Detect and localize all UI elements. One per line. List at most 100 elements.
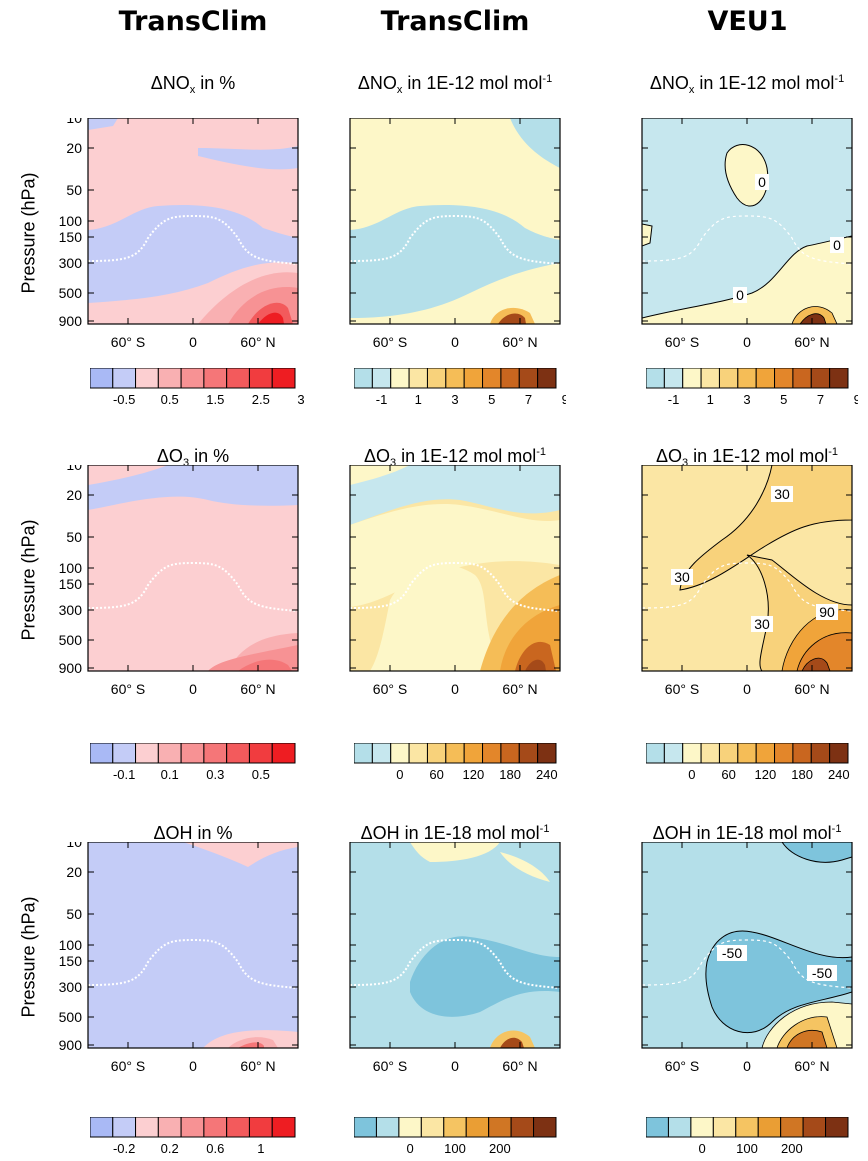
colorbar-swatch	[518, 743, 539, 764]
colorbar-swatch	[203, 1117, 228, 1138]
y-tick-label: 150	[59, 576, 83, 592]
y-tick-label: 900	[59, 313, 83, 329]
colorbar-2: -1 1 3 5 7 9	[354, 368, 566, 407]
title-units: in %	[195, 73, 236, 93]
title-units: in 1E-12 mol mol	[402, 73, 543, 93]
colorbar-swatch	[203, 368, 228, 389]
colorbar-swatch	[780, 1117, 804, 1138]
x-tick-label: 60° N	[240, 1058, 275, 1074]
y-tick-label: 10	[66, 842, 82, 850]
panel-title-4: ΔO3 in %	[68, 446, 318, 469]
title-subscript: 3	[390, 457, 397, 469]
colorbar-swatch	[90, 368, 114, 389]
colorbar-swatch	[700, 368, 720, 389]
colorbar-label: 0.6	[206, 1141, 224, 1156]
colorbar-label: 0	[406, 1141, 413, 1156]
y-tick-label: 50	[66, 529, 82, 545]
colorbar-swatch	[226, 1117, 250, 1138]
colorbar-swatch	[463, 368, 484, 389]
colorbar-label: 0.5	[252, 767, 270, 782]
colorbar-swatch	[135, 368, 159, 389]
x-tick-label: 60° S	[665, 1058, 699, 1074]
colorbar-5: 0 60 120 180 240	[354, 743, 558, 782]
colorbar-label: 9	[854, 392, 858, 407]
colorbar-swatch	[690, 1117, 714, 1138]
y-axis-label: Pressure (hPa)	[18, 172, 39, 294]
colorbar-label: 240	[828, 767, 850, 782]
contour-label: 30	[774, 486, 790, 502]
contour-label-bg	[671, 569, 693, 585]
contour-label: 30	[674, 569, 690, 585]
colorbar-swatch	[354, 743, 373, 764]
colorbar-swatch	[646, 743, 665, 764]
colorbar-swatch	[718, 743, 739, 764]
contour-panel-9: 60° S 0 60° N -50 -50	[641, 842, 853, 1074]
colorbar-swatch	[646, 368, 665, 389]
colorbar-swatch	[354, 1117, 377, 1138]
colorbar-swatch	[482, 368, 502, 389]
title-quantity: ΔO	[364, 446, 391, 466]
title-superscript: -1	[828, 446, 838, 458]
colorbar-swatch	[810, 368, 831, 389]
x-tick-label: 60° N	[240, 334, 275, 350]
filled-contours	[88, 842, 298, 1048]
y-tick-label: 100	[59, 937, 83, 953]
filled-contours	[350, 842, 560, 1048]
colorbar-swatch	[802, 1117, 827, 1138]
colorbar-label: 0.5	[161, 392, 179, 407]
y-tick-label: 150	[59, 229, 83, 245]
title-units: in 1E-12 mol mol	[688, 446, 829, 466]
colorbar-label: 1.5	[206, 392, 224, 407]
colorbar-swatch	[426, 743, 447, 764]
title-units: in %	[192, 823, 233, 843]
y-tick-label: 300	[59, 602, 83, 618]
colorbar-label: 0.1	[161, 767, 179, 782]
y-tick-label: 20	[66, 487, 82, 503]
colorbar-swatch	[463, 743, 484, 764]
title-superscript: -1	[539, 823, 550, 835]
y-tick-label: 300	[59, 255, 83, 271]
y-tick-label: 150	[59, 953, 83, 969]
colorbar-swatch	[682, 743, 702, 764]
colorbar-label: 0	[698, 1141, 705, 1156]
x-tick-label: 60° N	[240, 681, 275, 697]
x-tick-label: 60° N	[794, 681, 829, 697]
tropopause-line	[350, 214, 560, 265]
y-tick-label: 900	[59, 1037, 83, 1053]
title-quantity: ΔO	[156, 446, 183, 466]
colorbar-swatch	[755, 368, 776, 389]
y-tick-label: 500	[59, 285, 83, 301]
colorbar-label: 7	[525, 392, 532, 407]
colorbar-swatch	[248, 743, 273, 764]
colorbar-swatch	[180, 368, 205, 389]
colorbar-swatch	[354, 368, 373, 389]
colorbar-swatch	[663, 743, 684, 764]
x-tick-label: 60° N	[502, 334, 537, 350]
x-tick-label: 60° S	[665, 681, 699, 697]
colorbar-swatch	[157, 368, 182, 389]
tropopause-line	[88, 561, 298, 612]
colorbar-swatch	[445, 743, 465, 764]
contour-label: 0	[758, 174, 766, 190]
panel-title-5: ΔO3 in 1E-12 mol mol-1	[330, 446, 580, 469]
colorbar-swatch	[135, 1117, 159, 1138]
contour-label: -50	[812, 965, 832, 981]
colorbar-swatch	[375, 1117, 400, 1138]
x-tick-label: 60° S	[373, 1058, 407, 1074]
colorbar-label: 120	[755, 767, 777, 782]
colorbar-swatch	[226, 368, 250, 389]
tropopause-line	[642, 215, 852, 265]
x-tick-label: 0	[451, 1058, 459, 1074]
x-tick-label: 60° S	[111, 1058, 145, 1074]
tropopause-line	[642, 562, 852, 612]
title-subscript: x	[688, 84, 695, 96]
title-quantity: ΔOH	[652, 823, 692, 843]
y-tick-label: 300	[59, 979, 83, 995]
x-tick-label: 0	[189, 681, 197, 697]
filled-contours	[642, 465, 852, 671]
colorbar-label: 0.3	[206, 767, 224, 782]
contour-panel-8: 60° S 0 60° N	[349, 842, 561, 1074]
colorbar-swatch	[443, 1117, 467, 1138]
y-tick-label: 20	[66, 864, 82, 880]
